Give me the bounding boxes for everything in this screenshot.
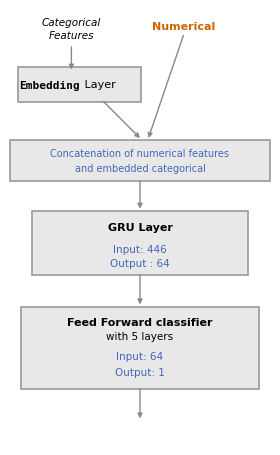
Text: Input: 64: Input: 64 <box>116 351 164 361</box>
Text: with 5 layers: with 5 layers <box>106 331 174 341</box>
Text: Layer: Layer <box>81 81 116 90</box>
Text: Concatenation of numerical features
and embedded categorical: Concatenation of numerical features and … <box>50 149 230 174</box>
FancyBboxPatch shape <box>18 68 141 102</box>
Text: Numerical: Numerical <box>152 22 215 32</box>
FancyBboxPatch shape <box>21 307 259 389</box>
Text: Categorical
Features: Categorical Features <box>42 18 101 41</box>
Text: Feed Forward classifier: Feed Forward classifier <box>67 317 213 327</box>
Text: Output: 1: Output: 1 <box>115 368 165 378</box>
Text: Output : 64: Output : 64 <box>110 259 170 269</box>
Text: GRU Layer: GRU Layer <box>108 222 172 233</box>
Text: Input: 446: Input: 446 <box>113 245 167 255</box>
Text: Embedding: Embedding <box>19 81 80 90</box>
FancyBboxPatch shape <box>32 212 248 275</box>
FancyBboxPatch shape <box>10 141 270 182</box>
